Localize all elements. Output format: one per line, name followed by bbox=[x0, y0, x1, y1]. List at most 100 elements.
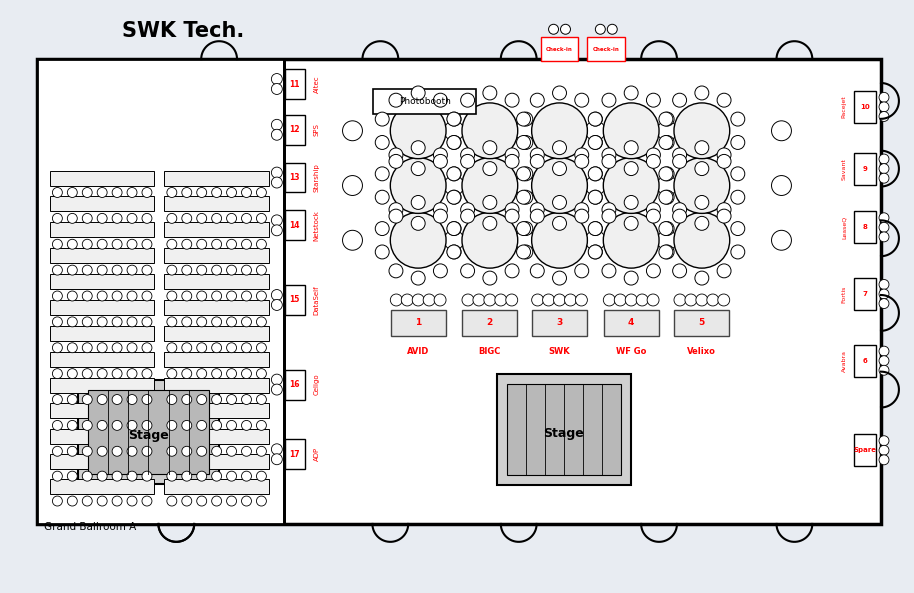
Circle shape bbox=[696, 294, 707, 306]
Circle shape bbox=[227, 213, 237, 224]
Circle shape bbox=[731, 112, 745, 126]
Circle shape bbox=[376, 167, 389, 181]
Circle shape bbox=[257, 265, 266, 275]
Bar bbox=[165, 352, 269, 366]
Circle shape bbox=[674, 158, 729, 213]
Circle shape bbox=[434, 294, 446, 306]
Bar bbox=[285, 285, 304, 315]
Circle shape bbox=[68, 420, 78, 431]
Circle shape bbox=[182, 496, 192, 506]
Text: Savant: Savant bbox=[842, 158, 846, 180]
Circle shape bbox=[271, 444, 282, 455]
Circle shape bbox=[212, 213, 221, 224]
Circle shape bbox=[142, 471, 152, 481]
Circle shape bbox=[447, 135, 462, 149]
Circle shape bbox=[412, 294, 424, 306]
Circle shape bbox=[647, 294, 659, 306]
Text: 15: 15 bbox=[290, 295, 300, 304]
Circle shape bbox=[142, 369, 152, 378]
Text: Grand Ballroom A: Grand Ballroom A bbox=[44, 522, 136, 532]
Circle shape bbox=[271, 454, 282, 465]
Circle shape bbox=[589, 112, 602, 126]
Circle shape bbox=[602, 148, 616, 162]
Circle shape bbox=[212, 187, 221, 197]
Circle shape bbox=[530, 93, 544, 107]
Circle shape bbox=[602, 93, 616, 107]
Circle shape bbox=[515, 176, 535, 196]
Circle shape bbox=[483, 162, 497, 176]
Circle shape bbox=[182, 239, 192, 249]
Bar bbox=[604, 310, 659, 336]
Circle shape bbox=[519, 245, 533, 259]
Circle shape bbox=[519, 135, 533, 149]
Text: Fortis: Fortis bbox=[842, 285, 846, 302]
Circle shape bbox=[433, 203, 447, 216]
Circle shape bbox=[271, 177, 282, 188]
Circle shape bbox=[589, 222, 602, 235]
Bar bbox=[285, 115, 304, 145]
Circle shape bbox=[673, 203, 686, 216]
Circle shape bbox=[227, 239, 237, 249]
Circle shape bbox=[731, 245, 745, 259]
Circle shape bbox=[543, 294, 555, 306]
Circle shape bbox=[771, 230, 792, 250]
Text: Velixo: Velixo bbox=[687, 347, 717, 356]
Bar bbox=[285, 439, 304, 469]
Text: 16: 16 bbox=[290, 380, 300, 389]
Circle shape bbox=[241, 343, 251, 353]
Circle shape bbox=[241, 213, 251, 224]
Circle shape bbox=[227, 496, 237, 506]
Text: 1: 1 bbox=[415, 318, 421, 327]
Bar bbox=[165, 403, 269, 419]
Circle shape bbox=[560, 24, 570, 34]
Circle shape bbox=[433, 209, 447, 223]
Circle shape bbox=[212, 447, 221, 456]
Bar bbox=[165, 274, 269, 289]
Circle shape bbox=[97, 343, 107, 353]
Circle shape bbox=[646, 93, 661, 107]
Text: Check-in: Check-in bbox=[547, 47, 573, 52]
Circle shape bbox=[553, 196, 567, 209]
Circle shape bbox=[212, 394, 221, 404]
Circle shape bbox=[519, 222, 533, 235]
Circle shape bbox=[731, 135, 745, 149]
Circle shape bbox=[68, 496, 78, 506]
Circle shape bbox=[660, 135, 675, 149]
Text: 12: 12 bbox=[290, 125, 300, 134]
Circle shape bbox=[595, 24, 605, 34]
Circle shape bbox=[167, 447, 176, 456]
Bar bbox=[50, 326, 154, 341]
Circle shape bbox=[614, 294, 626, 306]
Circle shape bbox=[68, 213, 78, 224]
Circle shape bbox=[376, 222, 389, 235]
Circle shape bbox=[659, 167, 673, 181]
Circle shape bbox=[731, 222, 745, 235]
Text: Altec: Altec bbox=[314, 75, 320, 93]
Circle shape bbox=[52, 343, 62, 353]
Bar bbox=[854, 211, 876, 243]
Circle shape bbox=[257, 317, 266, 327]
Circle shape bbox=[343, 230, 363, 250]
Circle shape bbox=[167, 265, 176, 275]
Circle shape bbox=[530, 209, 544, 223]
Circle shape bbox=[433, 148, 447, 162]
Circle shape bbox=[82, 394, 92, 404]
Circle shape bbox=[167, 394, 176, 404]
Circle shape bbox=[112, 394, 122, 404]
Circle shape bbox=[167, 420, 176, 431]
Circle shape bbox=[97, 187, 107, 197]
Circle shape bbox=[657, 230, 677, 250]
Bar bbox=[854, 278, 876, 310]
Circle shape bbox=[659, 112, 673, 126]
Bar bbox=[462, 310, 517, 336]
Circle shape bbox=[82, 291, 92, 301]
Circle shape bbox=[212, 239, 221, 249]
Bar bbox=[165, 326, 269, 341]
Circle shape bbox=[127, 317, 137, 327]
Circle shape bbox=[142, 496, 152, 506]
Circle shape bbox=[241, 369, 251, 378]
Circle shape bbox=[530, 264, 544, 278]
Circle shape bbox=[505, 264, 519, 278]
Circle shape bbox=[167, 369, 176, 378]
Bar bbox=[285, 69, 304, 99]
